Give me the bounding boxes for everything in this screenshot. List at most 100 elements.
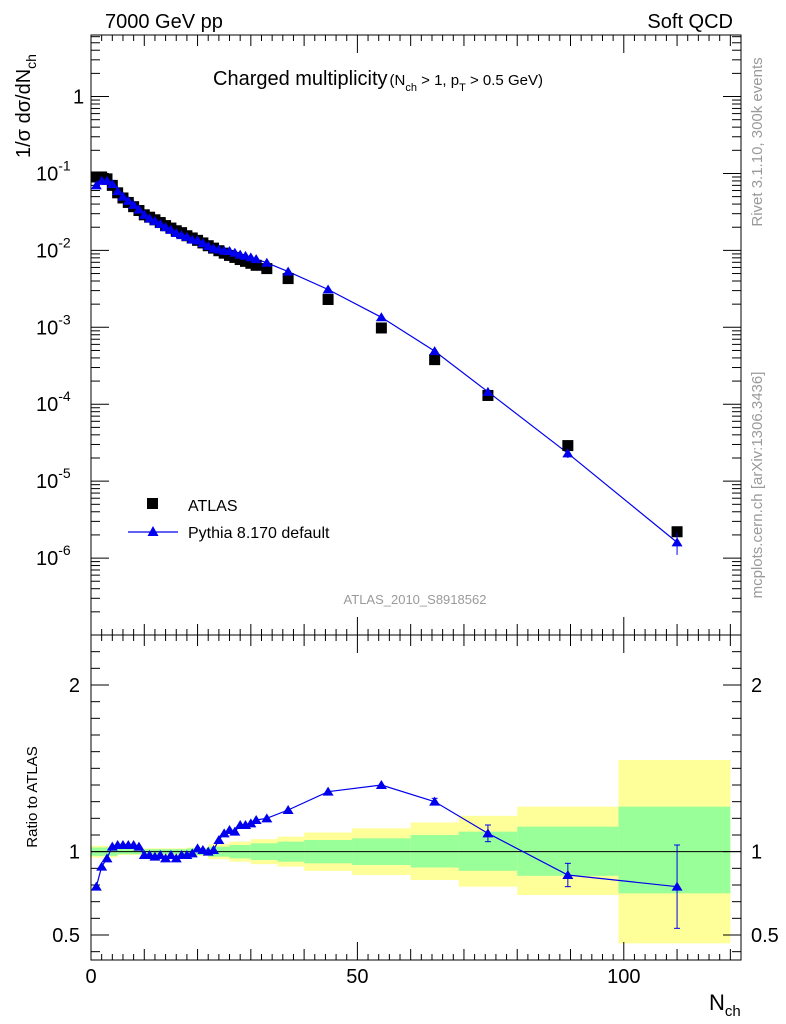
ratio-point xyxy=(261,813,273,823)
main-y-tick-exponent: -4 xyxy=(58,388,71,404)
mcplots-reference-label: mcplots.cern.ch [arXiv:1306.3436] xyxy=(749,372,766,599)
ratio-point xyxy=(213,835,225,844)
title-t-sub: T xyxy=(459,82,466,94)
x-tick-label: 100 xyxy=(607,966,640,988)
main-plot-background xyxy=(91,35,741,635)
main-axis-ticks xyxy=(90,35,742,636)
ratio-y-tick-label-right: 1 xyxy=(751,842,762,864)
ratio-point xyxy=(165,850,177,859)
pythia-point xyxy=(429,346,441,356)
plot-title: Charged multiplicity (Nch > 1, pT > 0.5 G… xyxy=(213,68,543,94)
ratio-point xyxy=(429,796,441,806)
main-y-tick-base: 1 xyxy=(73,87,84,109)
pythia-point xyxy=(671,537,683,547)
ratio-point xyxy=(375,780,387,789)
pythia-point xyxy=(250,254,262,264)
main-y-tick-base: 10 xyxy=(36,240,58,262)
ratio-point xyxy=(322,786,334,796)
x-tick-label: 50 xyxy=(346,966,368,988)
ratio-y-tick-labels: 0.5 0.5 1 1 2 2 xyxy=(52,675,779,947)
ratio-pythia-series xyxy=(90,780,683,929)
ratio-y-axis-label: Ratio to ATLAS xyxy=(24,746,41,847)
ratio-point xyxy=(170,853,182,863)
ratio-point xyxy=(245,818,257,828)
title-gt2: > 0.5 GeV) xyxy=(466,72,543,89)
x-tick-labels: 0 50 100 xyxy=(85,966,640,988)
ratio-point xyxy=(229,826,241,836)
pythia-point xyxy=(138,209,150,219)
ratio-point xyxy=(482,828,494,838)
pythia-point xyxy=(261,257,273,267)
pythia-point xyxy=(375,312,387,322)
pythia-point xyxy=(181,231,193,241)
legend-atlas-label: ATLAS xyxy=(188,498,238,515)
x-axis-label-main: N xyxy=(709,990,725,1015)
atlas-point xyxy=(322,293,334,305)
ratio-band-inner xyxy=(618,806,731,894)
pythia-point xyxy=(154,219,166,229)
main-y-tick-base: 10 xyxy=(36,394,58,416)
ratio-y-tick-label-left: 0.5 xyxy=(52,925,80,947)
ratio-point xyxy=(96,861,108,871)
ratio-point xyxy=(101,853,113,863)
main-y-tick-exponent: -3 xyxy=(58,311,71,327)
ratio-point xyxy=(282,805,294,814)
ratio-point xyxy=(218,828,230,838)
legend-pythia-marker xyxy=(147,526,159,536)
ratio-point xyxy=(186,848,198,858)
main-y-tick-label: 10-3 xyxy=(36,311,71,339)
pythia-point xyxy=(149,216,161,226)
pythia-point xyxy=(112,186,124,196)
title-ch-sub: ch xyxy=(405,82,417,94)
y-axis-label-sub: ch xyxy=(23,54,39,69)
pythia-point xyxy=(133,204,145,214)
rivet-version-label: Rivet 3.1.10, 300k events xyxy=(749,57,766,226)
x-tick-label: 0 xyxy=(85,966,96,988)
ratio-y-tick-label-left: 2 xyxy=(69,675,80,697)
title-open: (N xyxy=(390,72,406,89)
pythia-series xyxy=(90,175,683,555)
main-y-tick-labels: 10-610-510-410-310-210-11 xyxy=(36,87,84,571)
ratio-y-tick-label-left: 1 xyxy=(69,842,80,864)
ratio-point xyxy=(154,850,166,859)
energy-label: 7000 GeV pp xyxy=(105,11,223,33)
pythia-point xyxy=(165,224,177,234)
main-y-tick-label: 10-6 xyxy=(36,542,71,570)
main-y-tick-exponent: -2 xyxy=(58,234,71,250)
main-y-tick-exponent: -1 xyxy=(58,157,71,173)
main-y-tick-base: 10 xyxy=(36,317,58,339)
atlas-point xyxy=(375,322,387,334)
atlas-point xyxy=(261,263,273,275)
legend-atlas-marker xyxy=(147,498,158,509)
atlas-point xyxy=(250,259,262,271)
analysis-label: ATLAS_2010_S8918562 xyxy=(344,592,487,607)
legend: ATLAS Pythia 8.170 default xyxy=(128,498,330,542)
ratio-axis-ticks xyxy=(90,634,742,960)
main-y-tick-label: 10-1 xyxy=(36,157,71,185)
legend-pythia-label: Pythia 8.170 default xyxy=(188,525,330,542)
ratio-point xyxy=(250,815,262,824)
ratio-point xyxy=(671,881,683,891)
pythia-point xyxy=(197,238,209,248)
ratio-point xyxy=(208,845,220,854)
pythia-point xyxy=(128,199,140,209)
main-y-tick-base: 10 xyxy=(36,471,58,493)
ratio-point xyxy=(90,881,102,891)
main-y-tick-label: 10-5 xyxy=(36,465,71,493)
main-y-tick-base: 10 xyxy=(36,548,58,570)
pythia-point xyxy=(106,178,118,188)
pythia-point xyxy=(160,222,172,232)
pythia-point xyxy=(144,213,156,223)
atlas-point xyxy=(562,440,574,452)
ratio-point xyxy=(562,870,574,879)
pythia-point xyxy=(322,284,334,294)
pythia-point xyxy=(282,266,294,276)
main-y-tick-label: 10-2 xyxy=(36,234,71,262)
ratio-panel: 0.5 0.5 1 1 2 2 0 50 100 xyxy=(52,634,779,988)
x-axis-label: Nch xyxy=(709,990,741,1020)
category-label: Soft QCD xyxy=(647,11,733,33)
main-panel: 10-610-510-410-310-210-11 xyxy=(36,34,742,636)
main-y-tick-exponent: -5 xyxy=(58,465,71,481)
main-y-tick-label: 1 xyxy=(73,87,84,109)
